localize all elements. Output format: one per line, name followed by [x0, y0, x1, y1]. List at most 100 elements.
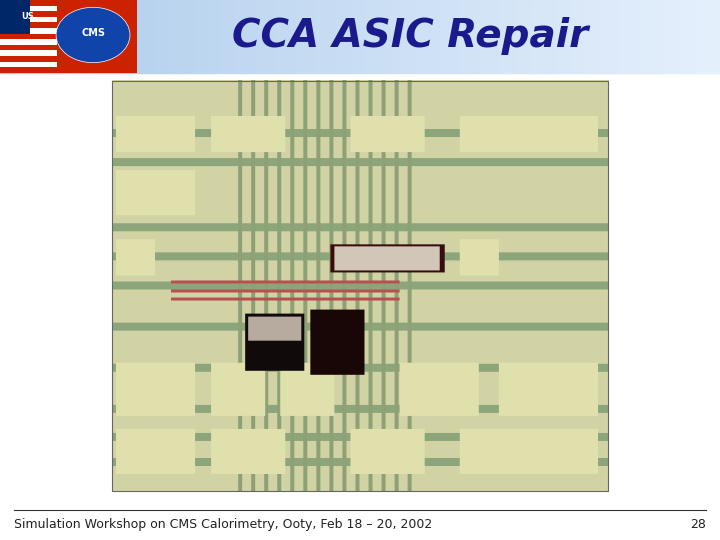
Bar: [536, 0, 540, 73]
Bar: [452, 0, 456, 73]
Bar: [0, 45, 58, 50]
Bar: [495, 0, 500, 73]
Bar: [264, 0, 269, 73]
Bar: [629, 0, 634, 73]
Bar: [477, 0, 482, 73]
Bar: [474, 0, 478, 73]
Bar: [0, 28, 58, 33]
Bar: [141, 0, 145, 73]
Bar: [271, 0, 276, 73]
Bar: [431, 0, 435, 73]
Bar: [575, 0, 580, 73]
Bar: [289, 0, 294, 73]
Bar: [492, 0, 496, 73]
Bar: [32, 0, 37, 73]
Bar: [380, 0, 384, 73]
Bar: [297, 0, 301, 73]
Bar: [304, 0, 308, 73]
Bar: [184, 0, 189, 73]
Bar: [109, 0, 113, 73]
Bar: [532, 0, 536, 73]
Bar: [409, 0, 413, 73]
Bar: [402, 0, 406, 73]
Bar: [76, 0, 81, 73]
Bar: [138, 0, 142, 73]
Bar: [102, 0, 106, 73]
Bar: [485, 0, 489, 73]
Bar: [65, 0, 69, 73]
Bar: [22, 0, 26, 73]
Bar: [611, 0, 616, 73]
Bar: [608, 0, 612, 73]
Bar: [47, 0, 51, 73]
Bar: [0, 0, 137, 73]
Bar: [600, 0, 605, 73]
Bar: [398, 0, 402, 73]
Bar: [438, 0, 442, 73]
Bar: [626, 0, 630, 73]
Bar: [210, 0, 214, 73]
Bar: [677, 0, 681, 73]
Bar: [84, 0, 88, 73]
Bar: [148, 0, 153, 73]
Bar: [445, 0, 449, 73]
Bar: [261, 0, 265, 73]
Bar: [514, 0, 518, 73]
Bar: [358, 0, 363, 73]
Bar: [449, 0, 453, 73]
Bar: [145, 0, 149, 73]
Bar: [87, 0, 91, 73]
Bar: [597, 0, 601, 73]
Bar: [221, 0, 225, 73]
Bar: [684, 0, 688, 73]
Bar: [0, 23, 58, 28]
Bar: [427, 0, 431, 73]
Bar: [564, 0, 569, 73]
Bar: [395, 0, 399, 73]
Bar: [615, 0, 619, 73]
Bar: [94, 0, 99, 73]
Bar: [593, 0, 598, 73]
Bar: [354, 0, 359, 73]
Bar: [25, 0, 30, 73]
Bar: [695, 0, 699, 73]
Bar: [499, 0, 503, 73]
Bar: [633, 0, 637, 73]
Bar: [61, 0, 66, 73]
Bar: [604, 0, 608, 73]
Bar: [0, 39, 58, 45]
Bar: [116, 0, 120, 73]
Bar: [644, 0, 648, 73]
Bar: [112, 81, 608, 491]
Bar: [91, 0, 95, 73]
Bar: [235, 0, 240, 73]
Bar: [434, 0, 438, 73]
Bar: [543, 0, 547, 73]
Bar: [54, 0, 58, 73]
Text: Simulation Workshop on CMS Calorimetry, Ooty, Feb 18 – 20, 2002: Simulation Workshop on CMS Calorimetry, …: [14, 518, 433, 531]
Bar: [518, 0, 522, 73]
Bar: [307, 0, 312, 73]
Bar: [423, 0, 428, 73]
Bar: [11, 0, 15, 73]
Bar: [507, 0, 511, 73]
Bar: [36, 0, 40, 73]
Bar: [333, 0, 337, 73]
Bar: [387, 0, 392, 73]
Bar: [322, 0, 326, 73]
Bar: [0, 17, 58, 23]
Bar: [688, 0, 692, 73]
Bar: [546, 0, 551, 73]
Bar: [680, 0, 685, 73]
Bar: [351, 0, 355, 73]
Bar: [199, 0, 203, 73]
Bar: [716, 0, 720, 73]
Bar: [586, 0, 590, 73]
Bar: [181, 0, 185, 73]
Bar: [647, 0, 652, 73]
Bar: [673, 0, 678, 73]
Bar: [163, 0, 167, 73]
Bar: [366, 0, 370, 73]
Bar: [666, 0, 670, 73]
Bar: [232, 0, 236, 73]
